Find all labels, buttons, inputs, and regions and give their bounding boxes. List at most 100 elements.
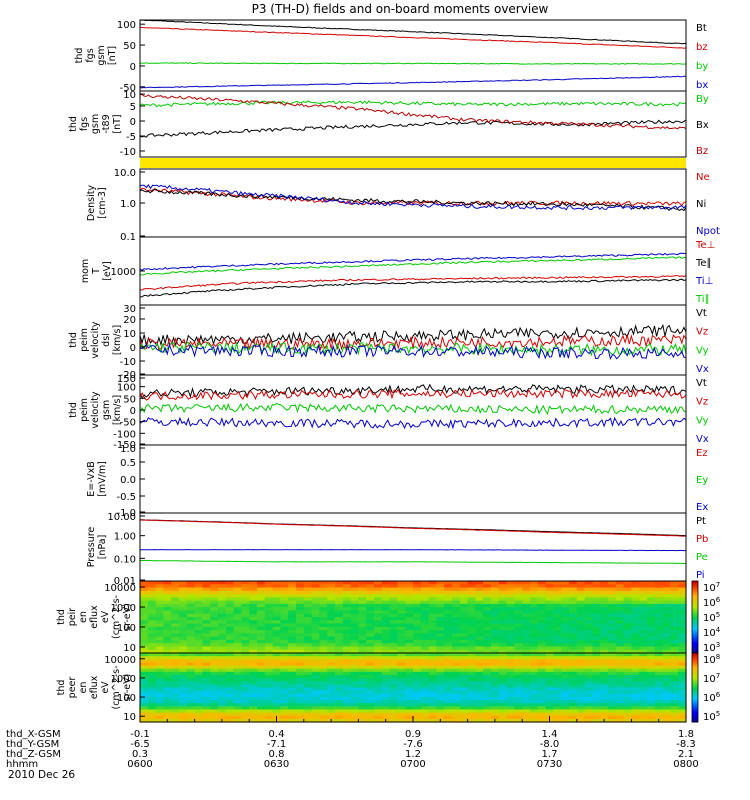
heatmap-cell bbox=[257, 613, 266, 618]
heatmap-cell bbox=[140, 633, 149, 638]
heatmap-cell bbox=[358, 649, 367, 654]
heatmap-cell bbox=[436, 643, 445, 648]
heatmap-cell bbox=[537, 649, 547, 654]
heatmap-cell bbox=[444, 630, 453, 634]
y-tick-label: 10.00 bbox=[107, 512, 136, 523]
heatmap-cell bbox=[210, 668, 219, 673]
heatmap-cell bbox=[171, 597, 180, 602]
heatmap-cell bbox=[623, 603, 632, 608]
x-row-name: thd_Y-GSM bbox=[6, 739, 59, 750]
heatmap-cell bbox=[631, 600, 640, 605]
heatmap-cell bbox=[202, 649, 211, 654]
heatmap-cell bbox=[420, 656, 430, 660]
heatmap-cell bbox=[483, 659, 492, 664]
heatmap-cell bbox=[522, 636, 531, 641]
heatmap-cell bbox=[444, 712, 453, 717]
heatmap-cell bbox=[413, 671, 422, 676]
heatmap-cell bbox=[179, 587, 188, 592]
heatmap-cell bbox=[163, 646, 172, 651]
heatmap-cell bbox=[530, 665, 539, 670]
heatmap-cell bbox=[576, 603, 586, 608]
heatmap-cell bbox=[467, 639, 476, 644]
heatmap-cell bbox=[210, 712, 219, 717]
heatmap-cell bbox=[389, 610, 398, 615]
heatmap-cell bbox=[545, 681, 554, 685]
heatmap-cell bbox=[584, 718, 593, 723]
heatmap-cell bbox=[147, 678, 157, 682]
heatmap-cell bbox=[615, 639, 625, 644]
heatmap-cell bbox=[506, 636, 515, 641]
heatmap-cell bbox=[358, 712, 367, 717]
heatmap-cell bbox=[225, 718, 235, 723]
heatmap-cell bbox=[366, 684, 375, 689]
heatmap-cell bbox=[366, 693, 375, 698]
heatmap-cell bbox=[163, 706, 172, 711]
heatmap-cell bbox=[647, 584, 656, 589]
heatmap-cell bbox=[389, 690, 398, 695]
heatmap-cell bbox=[233, 687, 242, 692]
heatmap-cell bbox=[444, 700, 453, 704]
heatmap-cell bbox=[436, 610, 445, 615]
heatmap-cell bbox=[257, 712, 266, 717]
heatmap-cell bbox=[257, 656, 266, 660]
heatmap-cell bbox=[280, 643, 289, 648]
heatmap-cell bbox=[241, 603, 250, 608]
heatmap-cell bbox=[171, 633, 180, 638]
heatmap-cell bbox=[483, 668, 492, 673]
heatmap-cell bbox=[225, 674, 235, 679]
heatmap-cell bbox=[584, 696, 593, 701]
heatmap-cell bbox=[241, 684, 250, 689]
heatmap-cell bbox=[311, 603, 320, 608]
heatmap-cell bbox=[631, 709, 640, 714]
heatmap-cell bbox=[140, 681, 149, 685]
heatmap-cell bbox=[467, 581, 476, 585]
heatmap-cell bbox=[288, 643, 297, 648]
heatmap-cell bbox=[420, 684, 430, 689]
heatmap-cell bbox=[155, 649, 164, 654]
heatmap-cell bbox=[639, 643, 648, 648]
heatmap-cell bbox=[654, 590, 664, 595]
heatmap-cell bbox=[288, 584, 297, 589]
heatmap-cell bbox=[350, 617, 359, 621]
heatmap-cell bbox=[600, 674, 609, 679]
y-axis-label: eV bbox=[100, 610, 111, 623]
heatmap-cell bbox=[179, 693, 188, 698]
heatmap-cell bbox=[374, 712, 383, 717]
colorbar-tick-label: 106 bbox=[703, 596, 721, 609]
heatmap-cell bbox=[647, 607, 656, 612]
heatmap-cell bbox=[576, 706, 586, 711]
heatmap-cell bbox=[186, 696, 196, 701]
heatmap-cell bbox=[615, 636, 625, 641]
heatmap-cell bbox=[186, 649, 196, 654]
heatmap-cell bbox=[288, 597, 297, 602]
heatmap-cell bbox=[218, 712, 227, 717]
heatmap-cell bbox=[530, 607, 539, 612]
heatmap-cell bbox=[350, 639, 359, 644]
heatmap-cell bbox=[264, 617, 274, 621]
heatmap-cell bbox=[576, 584, 586, 589]
heatmap-cell bbox=[537, 626, 547, 631]
heatmap-cell bbox=[179, 668, 188, 673]
heatmap-cell bbox=[140, 700, 149, 704]
heatmap-cell bbox=[467, 674, 476, 679]
heatmap-cell bbox=[288, 690, 297, 695]
heatmap-cell bbox=[225, 594, 235, 598]
heatmap-cell bbox=[608, 600, 617, 605]
heatmap-cell bbox=[631, 646, 640, 651]
heatmap-cell bbox=[537, 684, 547, 689]
heatmap-cell bbox=[257, 684, 266, 689]
heatmap-cell bbox=[428, 662, 437, 667]
heatmap-cell bbox=[225, 620, 235, 625]
heatmap-cell bbox=[608, 626, 617, 631]
heatmap-cell bbox=[436, 630, 445, 634]
heatmap-cell bbox=[397, 639, 406, 644]
heatmap-cell bbox=[335, 626, 344, 631]
heatmap-cell bbox=[280, 659, 289, 664]
heatmap-cell bbox=[475, 696, 484, 701]
heatmap-cell bbox=[147, 653, 157, 657]
colorbar-swatch bbox=[692, 581, 698, 584]
heatmap-cell bbox=[342, 623, 352, 628]
heatmap-cell bbox=[194, 712, 203, 717]
heatmap-cell bbox=[608, 617, 617, 621]
x-tick-label: -0.1 bbox=[130, 729, 150, 740]
